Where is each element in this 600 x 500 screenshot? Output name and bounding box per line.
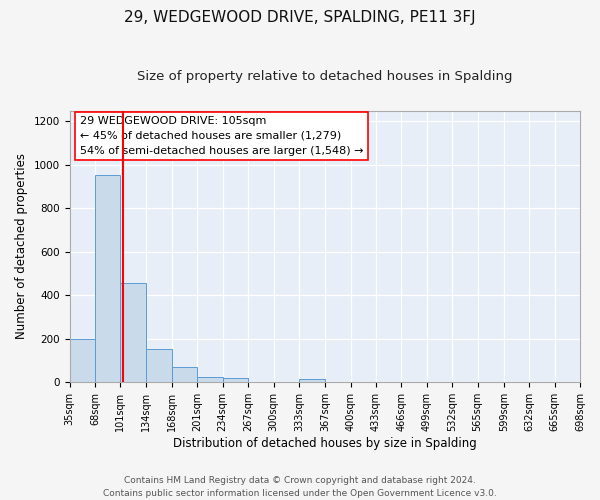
Y-axis label: Number of detached properties: Number of detached properties [15, 154, 28, 340]
X-axis label: Distribution of detached houses by size in Spalding: Distribution of detached houses by size … [173, 437, 476, 450]
Bar [172, 367, 197, 382]
Bar [197, 377, 223, 382]
Bar [223, 378, 248, 382]
Bar [121, 284, 146, 382]
Bar [299, 379, 325, 382]
Text: 29 WEDGEWOOD DRIVE: 105sqm
← 45% of detached houses are smaller (1,279)
54% of s: 29 WEDGEWOOD DRIVE: 105sqm ← 45% of deta… [80, 116, 363, 156]
Text: Contains HM Land Registry data © Crown copyright and database right 2024.
Contai: Contains HM Land Registry data © Crown c… [103, 476, 497, 498]
Bar [146, 348, 172, 382]
Bar [70, 339, 95, 382]
Title: Size of property relative to detached houses in Spalding: Size of property relative to detached ho… [137, 70, 512, 83]
Bar [95, 174, 121, 382]
Text: 29, WEDGEWOOD DRIVE, SPALDING, PE11 3FJ: 29, WEDGEWOOD DRIVE, SPALDING, PE11 3FJ [124, 10, 476, 25]
